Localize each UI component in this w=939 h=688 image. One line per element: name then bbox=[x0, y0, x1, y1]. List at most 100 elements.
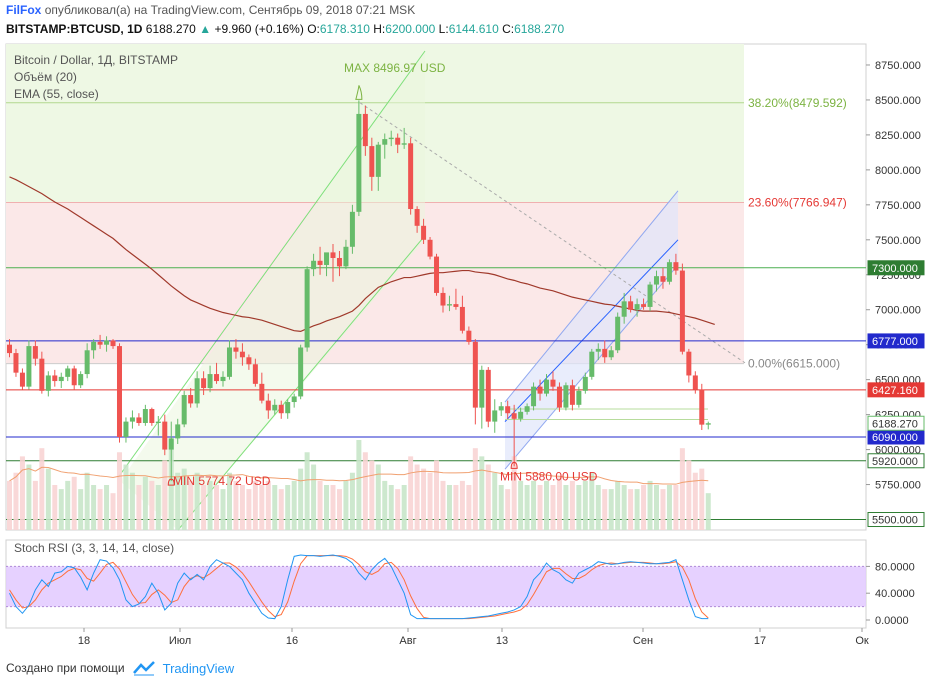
volume-bar bbox=[45, 468, 51, 530]
volume-bar bbox=[129, 472, 135, 530]
level-price-tag bbox=[867, 260, 925, 276]
price-tick-label: 7000.000 bbox=[875, 305, 921, 317]
candle-body bbox=[259, 383, 265, 401]
volume-bar bbox=[97, 489, 103, 530]
candle-body bbox=[304, 269, 310, 348]
candle-body bbox=[556, 386, 562, 408]
candle-body bbox=[194, 378, 200, 404]
candle-body bbox=[382, 139, 388, 145]
last-price-tag bbox=[867, 415, 925, 431]
candle-body bbox=[375, 144, 381, 177]
volume-bar bbox=[233, 480, 239, 530]
level-price-label: 6777.000 bbox=[872, 336, 918, 348]
volume-bar bbox=[589, 472, 595, 530]
candle-body bbox=[459, 306, 465, 331]
candle-body bbox=[673, 262, 679, 271]
volume-bar bbox=[175, 472, 181, 530]
volume-bar bbox=[679, 448, 685, 530]
candle-body bbox=[446, 304, 452, 306]
volume-bar bbox=[699, 468, 705, 530]
volume-bar bbox=[136, 485, 142, 530]
volume-bar bbox=[65, 480, 71, 530]
volume-bar bbox=[7, 480, 12, 530]
level-price-label: 6090.000 bbox=[872, 432, 918, 444]
volume-bar bbox=[181, 468, 187, 530]
volume-bar bbox=[382, 480, 388, 530]
fib-382-label: 38.20%(8479.592) bbox=[748, 96, 847, 110]
candle-body bbox=[453, 304, 459, 307]
volume-bar bbox=[149, 480, 155, 530]
level-price-label: 5500.000 bbox=[872, 515, 918, 527]
volume-bar bbox=[19, 456, 25, 530]
level-price-label: 7300.000 bbox=[872, 263, 918, 275]
volume-bar bbox=[485, 464, 491, 530]
tradingview-logo-icon[interactable] bbox=[132, 660, 155, 676]
open-value: 6178.310 bbox=[319, 22, 370, 36]
candle-body bbox=[220, 376, 226, 382]
candle-body bbox=[615, 316, 621, 351]
candle-body bbox=[401, 143, 407, 145]
candle-body bbox=[492, 410, 498, 422]
volume-bar bbox=[621, 485, 627, 530]
volume-bar bbox=[142, 476, 148, 530]
candle-body bbox=[181, 395, 187, 425]
volume-bar bbox=[608, 489, 614, 530]
volume-bar bbox=[466, 485, 472, 530]
change-value: +9.960 (+0.16%) bbox=[214, 22, 304, 36]
candle-body bbox=[692, 375, 698, 390]
candle-body bbox=[324, 252, 330, 265]
candle-body bbox=[52, 375, 58, 382]
time-tick-label: Сен bbox=[633, 635, 653, 647]
candle-body bbox=[39, 358, 45, 391]
volume-bar bbox=[641, 485, 647, 530]
time-tick-label: 18 bbox=[78, 635, 90, 647]
volume-bar bbox=[226, 472, 232, 530]
price-tick-label: 8500.000 bbox=[875, 95, 921, 107]
candle-body bbox=[84, 350, 90, 375]
volume-bar bbox=[201, 485, 207, 530]
author-name[interactable]: FilFox bbox=[6, 3, 42, 17]
candle-body bbox=[65, 368, 71, 377]
last-price-label: 6188.270 bbox=[872, 418, 918, 430]
volume-bar bbox=[311, 464, 317, 530]
legend-volume: Объём (20) bbox=[14, 70, 77, 84]
candle-body bbox=[654, 276, 659, 285]
candle-body bbox=[666, 262, 672, 282]
volume-bar bbox=[550, 485, 556, 530]
volume-bar bbox=[556, 476, 562, 530]
volume-bar bbox=[123, 464, 129, 530]
legend-title: Bitcoin / Dollar, 1Д, BITSTAMP bbox=[14, 53, 178, 67]
candle-body bbox=[621, 301, 627, 317]
volume-bar bbox=[214, 485, 220, 530]
candle-body bbox=[472, 341, 478, 408]
time-tick-label: 17 bbox=[754, 635, 766, 647]
candle-body bbox=[388, 137, 394, 140]
volume-ma-line bbox=[9, 466, 709, 485]
candle-body bbox=[317, 260, 323, 265]
candle-body bbox=[13, 353, 19, 373]
candle-body bbox=[336, 257, 342, 267]
volume-bar bbox=[628, 489, 634, 530]
level-price-tag bbox=[867, 512, 925, 528]
candle-body bbox=[97, 341, 103, 345]
candle-body bbox=[104, 340, 110, 345]
volume-bar bbox=[207, 480, 213, 530]
tradingview-link[interactable]: TradingView bbox=[162, 660, 235, 676]
volume-bar bbox=[427, 472, 433, 530]
volume-bar bbox=[505, 489, 511, 530]
candle-body bbox=[505, 406, 511, 414]
volume-bar bbox=[317, 480, 323, 530]
volume-bar bbox=[58, 489, 64, 530]
volume-bar bbox=[673, 485, 679, 530]
candle-body bbox=[252, 364, 258, 384]
candle-body bbox=[246, 357, 252, 365]
time-tick-label: 16 bbox=[286, 635, 298, 647]
volume-bar bbox=[259, 485, 265, 530]
candle-body bbox=[705, 423, 711, 425]
candle-body bbox=[608, 350, 614, 358]
candle-body bbox=[7, 344, 12, 354]
candle-body bbox=[311, 260, 317, 270]
ema55-line bbox=[9, 176, 715, 333]
candle-body bbox=[226, 347, 232, 377]
